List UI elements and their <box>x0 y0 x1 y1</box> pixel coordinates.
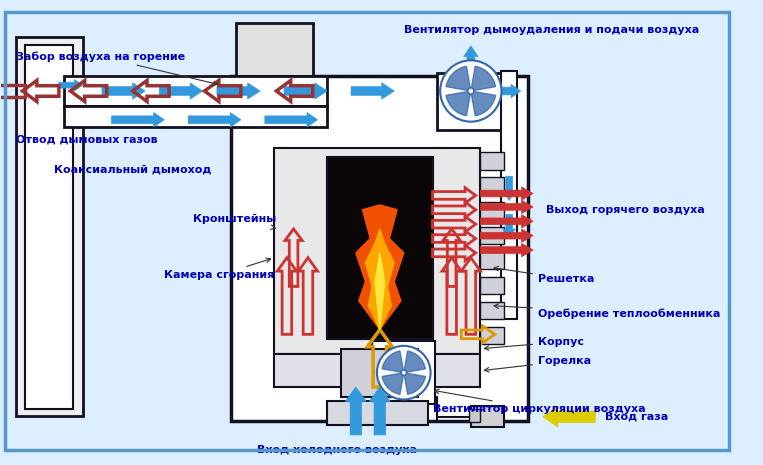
Bar <box>481 277 504 294</box>
Wedge shape <box>471 91 496 116</box>
Bar <box>327 401 428 425</box>
Bar <box>275 147 481 353</box>
Wedge shape <box>446 91 471 116</box>
Circle shape <box>401 370 407 375</box>
Circle shape <box>377 346 430 399</box>
Bar <box>481 327 504 344</box>
Circle shape <box>468 88 474 94</box>
Text: Решетка: Решетка <box>494 266 594 284</box>
FancyArrow shape <box>351 83 394 99</box>
Polygon shape <box>375 253 385 330</box>
Bar <box>481 153 504 170</box>
FancyArrow shape <box>102 83 145 99</box>
Polygon shape <box>356 205 404 330</box>
Wedge shape <box>382 372 404 394</box>
Text: Выход горячего воздуха: Выход горячего воздуха <box>546 205 704 215</box>
Circle shape <box>440 60 501 122</box>
Bar <box>471 406 504 427</box>
FancyArrow shape <box>346 387 366 435</box>
Text: Вход газа: Вход газа <box>605 412 668 422</box>
FancyArrow shape <box>369 387 391 435</box>
FancyArrow shape <box>481 187 533 200</box>
FancyArrow shape <box>481 200 533 213</box>
Bar <box>481 227 504 244</box>
FancyArrow shape <box>188 113 241 127</box>
FancyArrow shape <box>217 83 260 99</box>
Text: Отвод дымовых газов: Отвод дымовых газов <box>16 135 157 145</box>
Text: Коаксиальный дымоход: Коаксиальный дымоход <box>54 165 211 174</box>
Bar <box>236 23 313 76</box>
Polygon shape <box>365 229 394 330</box>
FancyArrow shape <box>464 46 478 75</box>
FancyArrow shape <box>481 214 533 228</box>
FancyArrow shape <box>284 83 327 99</box>
Text: Вентилятор дымоудаления и подачи воздуха: Вентилятор дымоудаления и подачи воздуха <box>404 25 699 35</box>
Bar <box>481 202 504 219</box>
FancyArrow shape <box>503 214 515 239</box>
Bar <box>342 349 418 397</box>
Wedge shape <box>446 66 471 91</box>
Bar <box>327 157 433 339</box>
Text: Вход холодного воздуха: Вход холодного воздуха <box>256 445 417 454</box>
Bar <box>16 37 83 416</box>
FancyArrow shape <box>503 176 515 200</box>
Bar <box>63 76 327 106</box>
Text: Камера сгорания: Камера сгорания <box>164 258 275 280</box>
FancyArrow shape <box>265 113 317 127</box>
Text: Корпус: Корпус <box>485 337 584 350</box>
FancyArrow shape <box>481 229 533 242</box>
Text: Оребрение теплообменника: Оребрение теплообменника <box>494 304 720 319</box>
Wedge shape <box>404 351 426 372</box>
Text: Вентилятор циркуляции воздуха: Вентилятор циркуляции воздуха <box>433 389 645 414</box>
Bar <box>63 106 327 127</box>
Bar <box>481 302 504 319</box>
Bar <box>231 76 528 420</box>
Wedge shape <box>404 372 426 394</box>
Wedge shape <box>382 351 404 372</box>
FancyArrow shape <box>111 113 164 127</box>
Bar <box>501 71 517 319</box>
Bar <box>469 409 481 423</box>
Text: Горелка: Горелка <box>485 356 591 372</box>
Text: Забор воздуха на горение: Забор воздуха на горение <box>16 51 217 86</box>
Bar <box>25 45 73 409</box>
FancyArrow shape <box>159 83 203 99</box>
Bar <box>481 177 504 194</box>
FancyArrow shape <box>59 80 83 91</box>
FancyArrow shape <box>542 406 595 427</box>
FancyArrow shape <box>501 84 520 98</box>
Bar <box>275 353 481 387</box>
Bar <box>437 73 504 130</box>
Bar <box>372 341 436 404</box>
Wedge shape <box>471 66 496 91</box>
FancyArrow shape <box>481 243 533 257</box>
Bar <box>481 252 504 269</box>
Text: Кронштейны: Кронштейны <box>193 214 276 229</box>
